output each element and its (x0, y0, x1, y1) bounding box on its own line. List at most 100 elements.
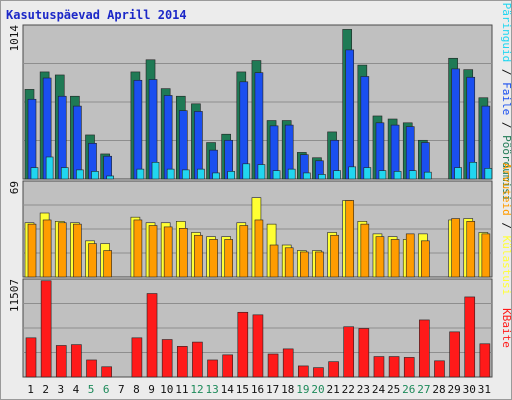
sites-bar-day-27 (421, 240, 430, 278)
kbytes-bar-day-17 (267, 353, 279, 378)
kbytes-bar-day-28 (434, 360, 445, 378)
pages-bar-day-21 (333, 170, 341, 180)
pages-bar-day-19 (303, 172, 311, 180)
chart-title: Kasutuspäevad Aprill 2014 (6, 8, 187, 22)
visits-panel: 69 Arvuteid / Külastusi (8, 163, 512, 295)
kbytes-bar-day-21 (328, 361, 339, 378)
x-tick-label-day-17: 17 (266, 383, 279, 396)
hits-panel-legend-separator-1: / (500, 62, 512, 82)
x-tick-label-day-23: 23 (357, 383, 370, 396)
x-axis-labels: 1 2 3 4 5 6 7 8 9 10 11 12 13 14 15 16 17 18 19 20 21 22 23 24 2… (27, 383, 491, 396)
kbytes-panel-legend-1: KBaite (500, 308, 512, 348)
pages-bar-day-4 (76, 169, 84, 180)
x-tick-label-day-18: 18 (281, 383, 294, 396)
x-tick-label-day-8: 8 (133, 383, 140, 396)
hits-panel: 1014 Päringuid / Faile / Pöördumisi (8, 3, 512, 202)
x-tick-label-day-1: 1 (27, 383, 34, 396)
sites-bar-day-6 (103, 250, 112, 278)
pages-bar-day-29 (454, 167, 462, 180)
visits-panel-legend-separator-1: / (500, 216, 512, 236)
sites-bar-day-24 (375, 236, 385, 278)
x-tick-label-day-16: 16 (251, 383, 264, 396)
kbytes-bar-day-31 (479, 343, 491, 378)
kbytes-panel-legend: KBaite (500, 308, 512, 348)
files-bar-day-1 (27, 98, 37, 180)
sites-bar-day-25 (390, 239, 400, 278)
pages-bar-day-11 (181, 169, 190, 180)
sites-bar-day-16 (254, 219, 264, 278)
pages-bar-day-8 (136, 168, 145, 180)
x-tick-label-day-20: 20 (311, 383, 324, 396)
kbytes-bar-day-24 (373, 356, 385, 378)
x-tick-label-day-3: 3 (58, 383, 65, 396)
files-bar-day-11 (178, 110, 188, 180)
x-tick-label-day-9: 9 (148, 383, 155, 396)
files-bar-day-23 (360, 76, 370, 180)
kbytes-bar-day-15 (237, 311, 249, 378)
pages-bar-day-26 (408, 170, 417, 180)
sites-bar-day-1 (27, 223, 37, 278)
x-tick-label-day-30: 30 (463, 383, 476, 396)
kbytes-bar-day-30 (464, 296, 476, 378)
files-bar-day-31 (481, 105, 491, 180)
x-tick-label-day-6: 6 (103, 383, 110, 396)
x-tick-label-day-29: 29 (448, 383, 461, 396)
sites-bar-day-9 (148, 225, 158, 278)
kbytes-bar-day-19 (298, 365, 309, 378)
x-tick-label-day-2: 2 (42, 383, 49, 396)
sites-bar-day-15 (239, 225, 249, 278)
kbytes-bar-day-23 (358, 328, 370, 378)
files-bar-day-29 (451, 68, 460, 180)
pages-bar-day-1 (30, 167, 39, 180)
x-tick-label-day-10: 10 (160, 383, 173, 396)
kbytes-bar-day-5 (86, 359, 97, 378)
kbytes-bar-day-4 (71, 344, 82, 378)
kbytes-bar-day-27 (419, 319, 430, 378)
x-tick-label-day-4: 4 (73, 383, 80, 396)
kbytes-bar-day-3 (55, 345, 67, 378)
visits-panel-legend-1: Arvuteid (500, 163, 512, 216)
kbytes-panel: 11507 KBaite (8, 278, 512, 378)
kbytes-bar-day-22 (343, 326, 355, 378)
files-bar-day-22 (345, 49, 355, 180)
hits-panel-legend: Päringuid / Faile / Pöördumisi (500, 3, 512, 202)
pages-bar-day-23 (363, 167, 372, 180)
x-tick-label-day-21: 21 (327, 383, 340, 396)
pages-bar-day-12 (197, 168, 205, 180)
sites-bar-day-18 (284, 247, 294, 278)
hits-panel-ymax-label: 1014 (8, 25, 21, 52)
pages-bar-day-9 (151, 161, 160, 180)
sites-bar-day-8 (133, 219, 143, 278)
kbytes-bar-day-18 (282, 348, 294, 378)
hits-panel-legend-2: Faile (500, 82, 512, 115)
files-bar-day-3 (57, 95, 67, 180)
kbytes-bar-day-6 (101, 366, 112, 378)
x-tick-label-day-24: 24 (372, 383, 386, 396)
x-tick-label-day-14: 14 (221, 383, 235, 396)
x-tick-label-day-28: 28 (432, 383, 445, 396)
pages-bar-day-16 (257, 164, 266, 180)
kbytes-bar-day-10 (161, 339, 173, 378)
pages-bar-day-17 (272, 170, 281, 180)
sites-bar-day-11 (178, 228, 188, 278)
pages-bar-day-22 (348, 166, 357, 180)
kbytes-bar-day-13 (207, 359, 218, 378)
sites-bar-day-14 (224, 239, 233, 278)
pages-bar-day-2 (45, 156, 54, 180)
pages-bar-day-10 (166, 168, 175, 180)
kbytes-bar-day-25 (388, 356, 400, 378)
kbytes-bar-day-1 (25, 337, 37, 378)
sites-bar-day-31 (481, 233, 491, 278)
sites-bar-day-19 (300, 251, 309, 278)
pages-bar-day-15 (242, 163, 251, 180)
x-tick-label-day-7: 7 (118, 383, 125, 396)
pages-bar-day-6 (106, 175, 114, 180)
files-bar-day-8 (133, 79, 143, 180)
sites-bar-day-20 (315, 251, 324, 278)
x-tick-label-day-5: 5 (88, 383, 95, 396)
sites-bar-day-29 (451, 218, 460, 278)
sites-bar-day-21 (330, 234, 339, 278)
files-bar-day-16 (254, 72, 264, 180)
visits-panel-legend: Arvuteid / Külastusi (500, 163, 512, 295)
